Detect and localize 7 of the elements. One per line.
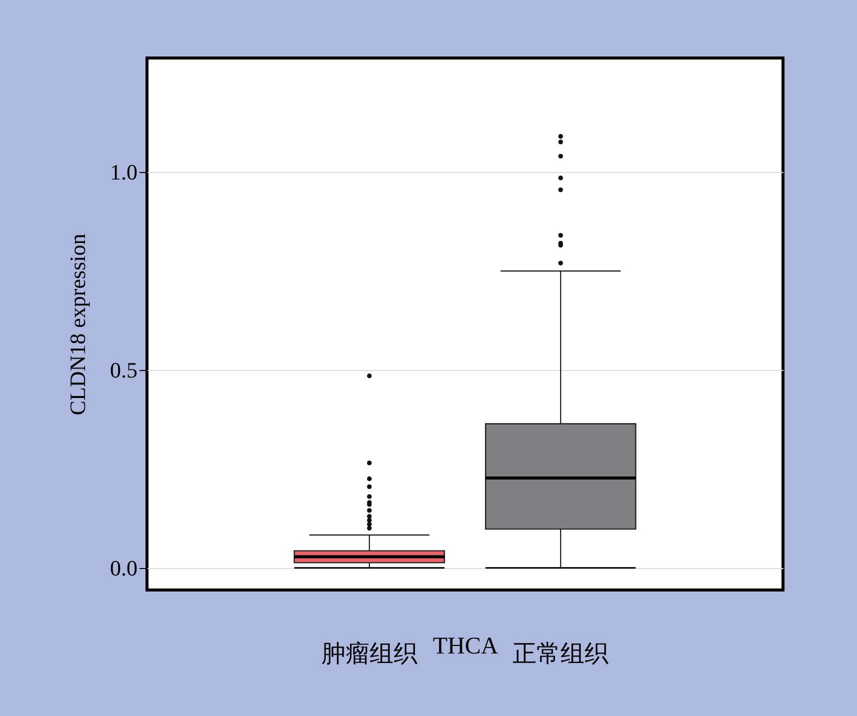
y-tick-label: 0.0 bbox=[110, 555, 138, 580]
y-tick-label: 0.5 bbox=[110, 357, 138, 382]
x-tick-label: 肿瘤组织 bbox=[321, 640, 418, 668]
x-axis-title: THCA bbox=[432, 634, 499, 660]
x-tick-label: 正常组织 bbox=[512, 642, 609, 668]
y-axis-title: CLDN18 expression bbox=[65, 234, 90, 416]
y-tick-label: 1.0 bbox=[110, 160, 138, 184]
